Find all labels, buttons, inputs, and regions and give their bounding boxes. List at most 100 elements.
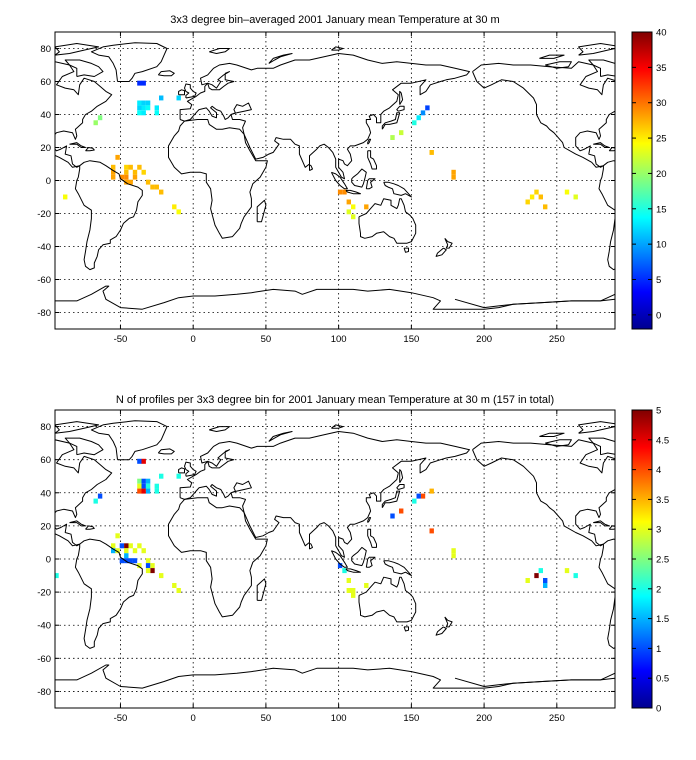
bin-cell [124, 553, 129, 559]
colorbar-tick-label: 35 [656, 63, 667, 74]
bin-cell [176, 95, 181, 101]
bin-cell [128, 558, 133, 564]
y-tick-label: 60 [40, 77, 51, 88]
coastline [435, 247, 447, 257]
colorbar-tick-label: 30 [656, 98, 667, 109]
coastline [209, 48, 230, 54]
coastline [268, 53, 293, 64]
bin-cell [137, 100, 142, 106]
y-tick-label: -60 [37, 654, 51, 665]
x-tick-label: 0 [191, 713, 196, 724]
coastline [268, 431, 293, 442]
bin-cell [97, 115, 103, 121]
bin-cell [145, 179, 151, 185]
bin-cell [346, 578, 351, 583]
bin-cell [564, 568, 570, 574]
bin-cell [154, 184, 159, 190]
y-tick-label: -40 [37, 621, 51, 632]
coastline [74, 538, 143, 649]
bin-cell [538, 194, 543, 200]
coastline [444, 237, 453, 249]
bin-cell [351, 204, 356, 210]
bin-cell [111, 174, 116, 180]
coastline [545, 439, 572, 447]
x-tick-label: 100 [331, 334, 347, 345]
coastline [55, 664, 615, 689]
bin-cell [425, 105, 430, 111]
bin-cell [573, 573, 578, 579]
bin-cell [351, 588, 356, 593]
bin-cell [145, 483, 151, 489]
bin-cell [111, 169, 116, 175]
bin-cell [337, 563, 343, 569]
bin-cell [115, 548, 120, 554]
coastline [330, 550, 348, 568]
profile-count-map-tick-labels: -50 0 50 100 150 200 250 -80 -60 -40 -20 0 20 40 60 80 [37, 410, 615, 724]
bin-cell [111, 164, 116, 170]
bin-cell [124, 543, 129, 549]
x-tick-label: 150 [403, 334, 419, 345]
bin-cell [176, 209, 181, 215]
colorbar-tick-label: 0 [656, 704, 661, 715]
coastline [367, 517, 372, 523]
coastline [598, 160, 615, 271]
bin-cell [159, 189, 164, 195]
coastline [682, 71, 696, 76]
coastline [64, 437, 104, 456]
coastline [367, 528, 377, 548]
coastline [545, 61, 572, 69]
bin-cell [124, 164, 129, 170]
bin-cell [145, 563, 151, 569]
bin-cell [529, 194, 535, 200]
x-tick-label: 150 [403, 713, 419, 724]
bin-cell [342, 568, 347, 574]
bin-cell [124, 174, 129, 180]
bin-cell [124, 558, 129, 564]
colorbar-tick-label: 3 [656, 525, 661, 536]
coastline [399, 90, 404, 105]
bin-cell [176, 588, 181, 593]
bin-cell [429, 488, 434, 494]
bin-cell [543, 583, 548, 588]
bin-cell [93, 498, 98, 504]
colorbar-tick-label: 15 [656, 204, 667, 215]
colorbar-tick-label: 5 [656, 406, 661, 417]
bin-cell [399, 508, 404, 514]
bin-cell [154, 105, 159, 111]
bin-cell [137, 543, 142, 549]
bin-cell [159, 473, 164, 479]
coastline [90, 42, 168, 82]
bin-cell [573, 194, 578, 200]
coastline [454, 672, 615, 687]
temperature-map-grid [55, 32, 615, 329]
coastline [396, 105, 405, 112]
coastline [330, 171, 348, 190]
bin-cell [420, 493, 426, 499]
coastline [588, 59, 615, 77]
bin-cell [141, 110, 146, 116]
coastline [593, 142, 610, 148]
coastline [69, 142, 86, 148]
bin-cell [351, 592, 356, 598]
coastline [22, 62, 48, 69]
bin-cell [154, 110, 159, 116]
bin-cell [172, 204, 177, 210]
bin-cell [150, 568, 155, 574]
colorbar-tick-label: 0 [656, 310, 661, 321]
coastline [608, 147, 615, 152]
x-tick-label: 200 [476, 713, 492, 724]
coastline [381, 112, 401, 130]
coastline [598, 538, 615, 649]
coastline [403, 247, 409, 253]
bin-cell [154, 488, 159, 494]
coastline [331, 46, 344, 51]
bin-cell [141, 105, 146, 111]
bin-cell [412, 498, 417, 504]
coastline [682, 449, 696, 454]
bin-cell [137, 105, 142, 111]
x-tick-label: 250 [549, 713, 565, 724]
coastline [367, 150, 377, 170]
colorbar-tick-label: 25 [656, 134, 667, 145]
coastline [69, 520, 86, 527]
y-tick-label: -20 [37, 209, 51, 220]
